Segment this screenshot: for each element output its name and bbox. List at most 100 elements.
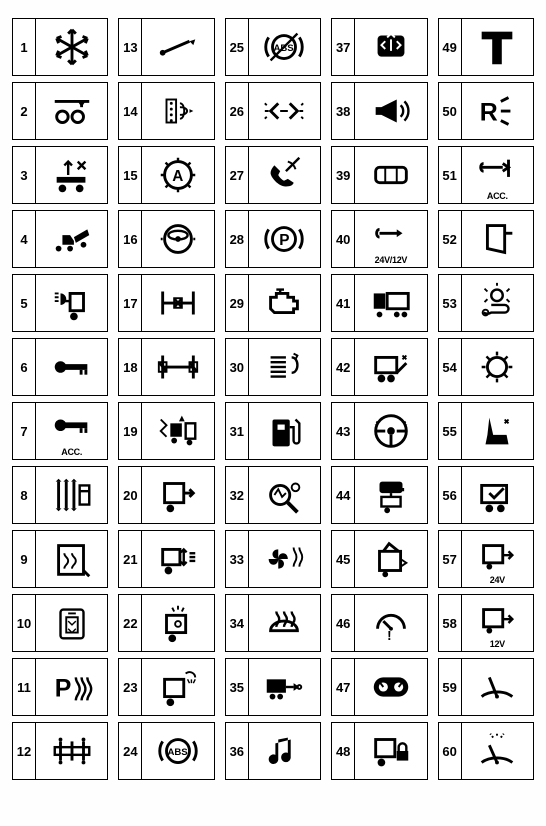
symbol-number: 40 <box>331 210 354 268</box>
symbol-cell: 45 <box>331 530 427 588</box>
gauge-cluster-icon <box>354 658 427 716</box>
phone-mute-icon <box>248 146 321 204</box>
trailer-right-icon <box>141 466 214 524</box>
symbol-number: 54 <box>438 338 461 396</box>
symbol-cell: 21 <box>118 530 214 588</box>
symbol-number: 7 <box>12 402 35 460</box>
symbol-cell: 4024V/12V <box>331 210 427 268</box>
symbol-number: 8 <box>12 466 35 524</box>
symbol-number: 48 <box>331 722 354 780</box>
symbol-number: 36 <box>225 722 248 780</box>
defrost-icon <box>248 594 321 652</box>
symbol-cell: 22 <box>118 594 214 652</box>
service-light-icon <box>461 274 534 332</box>
trailer-12v-icon: 12V <box>461 594 534 652</box>
symbol-number: 56 <box>438 466 461 524</box>
cabin-vent-icon <box>248 338 321 396</box>
drivetrain-icon <box>35 722 108 780</box>
symbol-subtext: 12V <box>462 639 533 649</box>
trailer-interior-light-icon <box>141 594 214 652</box>
symbol-number: 6 <box>12 338 35 396</box>
svg-text:!: ! <box>387 628 391 643</box>
symbol-cell: 31 <box>225 402 321 460</box>
coupling-acc-icon: ACC. <box>461 146 534 204</box>
symbol-number: 13 <box>118 18 141 76</box>
symbol-cell: 14 <box>118 82 214 140</box>
symbol-subtext: 24V/12V <box>355 255 426 265</box>
wiper-icon <box>461 658 534 716</box>
symbol-number: 37 <box>331 18 354 76</box>
cruise-control-icon <box>141 210 214 268</box>
svg-text:R: R <box>480 99 498 127</box>
symbol-number: 9 <box>12 530 35 588</box>
svg-text:ABS: ABS <box>168 747 189 758</box>
symbol-cell: 51ACC. <box>438 146 534 204</box>
symbol-number: 44 <box>331 466 354 524</box>
abs-icon: ABS <box>141 722 214 780</box>
symbol-cell: 6 <box>12 338 108 396</box>
symbol-cell: 35 <box>225 658 321 716</box>
symbol-number: 46 <box>331 594 354 652</box>
symbol-cell: 4 <box>12 210 108 268</box>
symbol-cell: 41 <box>331 274 427 332</box>
symbol-cell: 17 <box>118 274 214 332</box>
symbol-cell: 9 <box>12 530 108 588</box>
wiper-washer-icon <box>461 722 534 780</box>
symbol-number: 22 <box>118 594 141 652</box>
symbol-number: 24 <box>118 722 141 780</box>
fan-heat-icon <box>248 530 321 588</box>
symbol-cell: 52 <box>438 210 534 268</box>
symbol-number: 34 <box>225 594 248 652</box>
symbol-subtext: ACC. <box>36 447 107 457</box>
symbol-number: 55 <box>438 402 461 460</box>
symbol-cell: 32 <box>225 466 321 524</box>
symbol-cell: 33 <box>225 530 321 588</box>
symbol-number: 23 <box>118 658 141 716</box>
abs-off-icon: ABS <box>248 18 321 76</box>
symbol-number: 58 <box>438 594 461 652</box>
heated-mirrors-icon <box>35 466 108 524</box>
symbol-number: 57 <box>438 530 461 588</box>
symbol-number: 53 <box>438 274 461 332</box>
symbol-number: 14 <box>118 82 141 140</box>
symbol-cell: 24 ABS <box>118 722 214 780</box>
symbol-cell: 3 <box>12 146 108 204</box>
svg-text:TOLL: TOLL <box>383 483 403 492</box>
symbol-number: 19 <box>118 402 141 460</box>
coolant-bottle-icon <box>35 594 108 652</box>
fuel-pump-icon <box>248 402 321 460</box>
symbol-number: 43 <box>331 402 354 460</box>
collision-warning-icon <box>141 402 214 460</box>
trailer-body-icon <box>354 274 427 332</box>
symbol-number: 18 <box>118 338 141 396</box>
symbol-cell: 18 <box>118 338 214 396</box>
roof-spoiler-icon <box>354 530 427 588</box>
symbol-number: 31 <box>225 402 248 460</box>
engine-check-icon <box>248 274 321 332</box>
symbol-number: 59 <box>438 658 461 716</box>
trailer-headlight-icon <box>35 274 108 332</box>
symbol-cell: 23 <box>118 658 214 716</box>
symbol-cell: 5724V <box>438 530 534 588</box>
symbol-number: 52 <box>438 210 461 268</box>
diagnostics-icon <box>248 466 321 524</box>
trailer-24v-icon: 24V <box>461 530 534 588</box>
t-symbol-icon <box>461 18 534 76</box>
reverse-light-icon: R <box>461 82 534 140</box>
symbol-cell: 25ABS <box>225 18 321 76</box>
symbol-number: 26 <box>225 82 248 140</box>
symbol-number: 51 <box>438 146 461 204</box>
symbol-number: 32 <box>225 466 248 524</box>
symbol-cell: 43 <box>331 402 427 460</box>
symbol-subtext: 24V <box>462 575 533 585</box>
symbol-cell: 5812V <box>438 594 534 652</box>
key-icon <box>35 338 108 396</box>
symbol-number: 49 <box>438 18 461 76</box>
mirror-adjust-icon <box>354 18 427 76</box>
symbol-cell: 15A <box>118 146 214 204</box>
symbol-number: 30 <box>225 338 248 396</box>
symbol-number: 20 <box>118 466 141 524</box>
symbol-subtext: ACC. <box>462 191 533 201</box>
symbol-number: 47 <box>331 658 354 716</box>
symbol-cell: 30 <box>225 338 321 396</box>
